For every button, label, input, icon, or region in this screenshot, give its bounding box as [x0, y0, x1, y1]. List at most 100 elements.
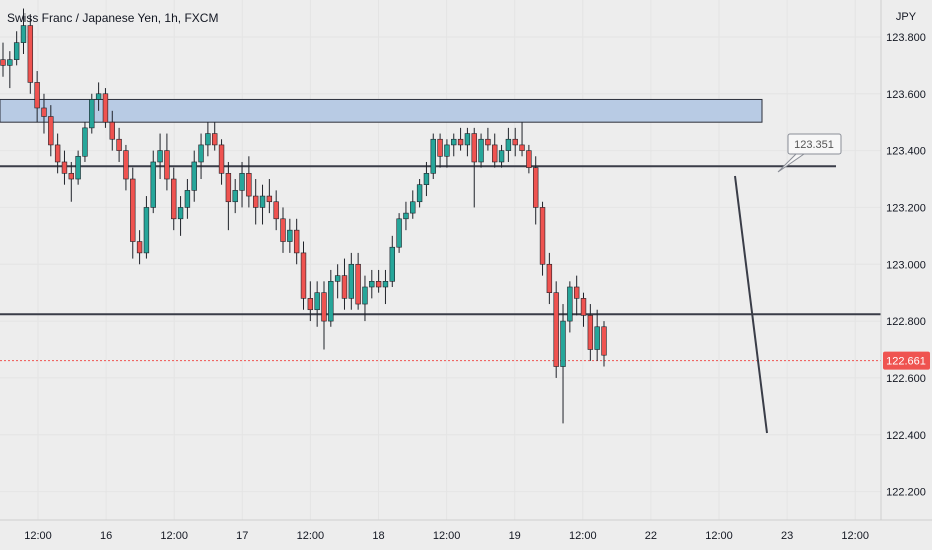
candle[interactable] [41, 93, 47, 134]
candle[interactable] [403, 201, 409, 231]
candle[interactable] [48, 105, 54, 157]
candle[interactable] [328, 269, 334, 327]
candle[interactable] [184, 179, 191, 219]
candle[interactable] [143, 196, 150, 259]
candle[interactable] [355, 252, 361, 310]
candle[interactable] [533, 156, 539, 225]
candle[interactable] [512, 127, 518, 157]
candle[interactable] [430, 133, 436, 180]
candle[interactable] [362, 275, 368, 322]
candle[interactable] [13, 31, 20, 66]
candle[interactable] [573, 275, 580, 316]
candle[interactable] [539, 201, 546, 276]
candle[interactable] [287, 218, 293, 253]
candle[interactable] [587, 304, 594, 361]
x-tick-label: 23 [781, 530, 793, 542]
candle[interactable] [410, 190, 416, 219]
candle[interactable] [157, 133, 163, 180]
candle[interactable] [526, 144, 532, 174]
candle[interactable] [396, 213, 402, 253]
candle[interactable] [580, 292, 587, 327]
candle[interactable] [123, 144, 129, 191]
candle[interactable] [341, 258, 348, 310]
projection-line[interactable] [734, 175, 768, 434]
candle[interactable] [382, 269, 389, 305]
candle[interactable] [246, 156, 252, 208]
candle[interactable] [239, 161, 245, 208]
candle[interactable] [116, 127, 122, 162]
candle[interactable] [519, 122, 525, 157]
candle[interactable] [293, 218, 300, 265]
candle[interactable] [471, 127, 477, 208]
supply-zone[interactable] [0, 98, 763, 123]
candle[interactable] [416, 179, 423, 208]
candle[interactable] [89, 93, 95, 134]
candle[interactable] [498, 144, 505, 168]
candle[interactable] [437, 133, 443, 168]
candle[interactable] [553, 281, 559, 378]
candle-body [75, 155, 81, 180]
candle[interactable] [198, 133, 204, 180]
candle[interactable] [259, 184, 266, 225]
candle[interactable] [75, 150, 81, 185]
candle[interactable] [212, 122, 218, 151]
candle[interactable] [95, 82, 102, 111]
candle[interactable] [177, 196, 184, 236]
candle[interactable] [505, 127, 512, 162]
candle[interactable] [164, 133, 170, 191]
candle[interactable] [601, 321, 607, 367]
candle[interactable] [82, 122, 88, 162]
candle[interactable] [280, 207, 286, 253]
candle[interactable] [252, 179, 259, 225]
candle[interactable] [389, 235, 395, 287]
candle[interactable] [102, 88, 109, 128]
candle[interactable] [225, 161, 232, 231]
candle[interactable] [61, 150, 68, 185]
candle[interactable] [20, 8, 27, 54]
candle[interactable] [492, 133, 498, 168]
candle[interactable] [478, 133, 484, 168]
candle[interactable] [444, 139, 450, 168]
candle[interactable] [130, 167, 136, 259]
candle[interactable] [300, 241, 307, 310]
candle[interactable] [171, 167, 177, 231]
price-axis[interactable]: 123.800 123.600 123.400 123.200 123.000 122.8… [886, 32, 926, 499]
candle[interactable] [464, 127, 471, 157]
candle[interactable] [218, 139, 225, 185]
candle[interactable] [546, 252, 553, 305]
candle[interactable] [567, 281, 573, 333]
candle[interactable] [314, 281, 320, 327]
candle[interactable] [109, 110, 115, 151]
price-callout[interactable]: 123.351 [777, 133, 842, 173]
candle[interactable] [0, 42, 6, 77]
candle[interactable] [375, 269, 382, 293]
candle[interactable] [457, 127, 464, 151]
candle[interactable] [321, 281, 327, 350]
candle[interactable] [334, 264, 341, 299]
candle[interactable] [369, 269, 375, 299]
candle[interactable] [307, 281, 314, 322]
candle[interactable] [27, 14, 34, 94]
candle-body [280, 218, 286, 242]
candle[interactable] [136, 230, 143, 265]
candle-body [437, 138, 443, 157]
candle[interactable] [150, 150, 156, 214]
candle[interactable] [191, 150, 197, 202]
candle[interactable] [7, 51, 13, 89]
time-axis[interactable]: 12:00 16 12:00 17 12:00 18 12:00 19 12:00 22 12:00… [24, 530, 869, 542]
candle[interactable] [451, 133, 457, 157]
candle[interactable] [485, 127, 491, 151]
candle[interactable] [205, 122, 211, 157]
candle[interactable] [232, 179, 238, 214]
candle[interactable] [68, 161, 74, 202]
candle-body [539, 207, 546, 265]
candle[interactable] [348, 252, 355, 310]
candle[interactable] [273, 190, 279, 231]
candle[interactable] [560, 304, 566, 424]
candle[interactable] [54, 133, 61, 174]
candle[interactable] [594, 309, 600, 361]
candle[interactable] [266, 179, 273, 214]
candle[interactable] [423, 161, 430, 197]
candle[interactable] [34, 71, 40, 123]
